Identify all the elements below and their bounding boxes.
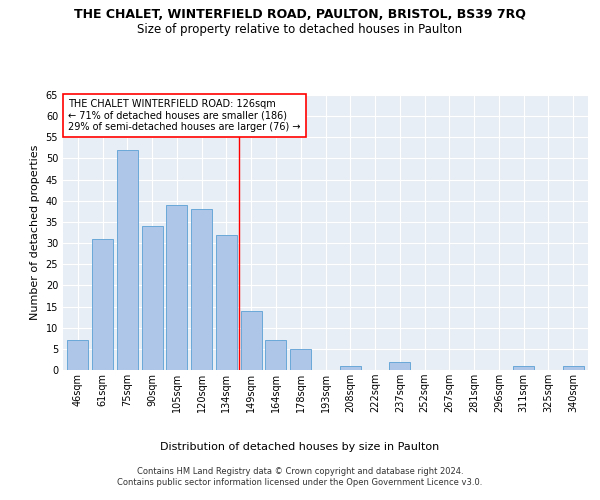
Bar <box>290 349 311 370</box>
Bar <box>216 234 237 370</box>
Bar <box>166 205 187 370</box>
Bar <box>67 340 88 370</box>
Text: THE CHALET, WINTERFIELD ROAD, PAULTON, BRISTOL, BS39 7RQ: THE CHALET, WINTERFIELD ROAD, PAULTON, B… <box>74 8 526 20</box>
Bar <box>142 226 163 370</box>
Bar <box>265 340 286 370</box>
Bar <box>117 150 138 370</box>
Text: Size of property relative to detached houses in Paulton: Size of property relative to detached ho… <box>137 22 463 36</box>
Text: Contains HM Land Registry data © Crown copyright and database right 2024.
Contai: Contains HM Land Registry data © Crown c… <box>118 468 482 487</box>
Bar <box>563 366 584 370</box>
Bar <box>241 311 262 370</box>
Text: Distribution of detached houses by size in Paulton: Distribution of detached houses by size … <box>160 442 440 452</box>
Bar <box>389 362 410 370</box>
Y-axis label: Number of detached properties: Number of detached properties <box>30 145 40 320</box>
Bar <box>92 239 113 370</box>
Bar <box>340 366 361 370</box>
Bar <box>191 209 212 370</box>
Bar <box>513 366 534 370</box>
Text: THE CHALET WINTERFIELD ROAD: 126sqm
← 71% of detached houses are smaller (186)
2: THE CHALET WINTERFIELD ROAD: 126sqm ← 71… <box>68 99 301 132</box>
